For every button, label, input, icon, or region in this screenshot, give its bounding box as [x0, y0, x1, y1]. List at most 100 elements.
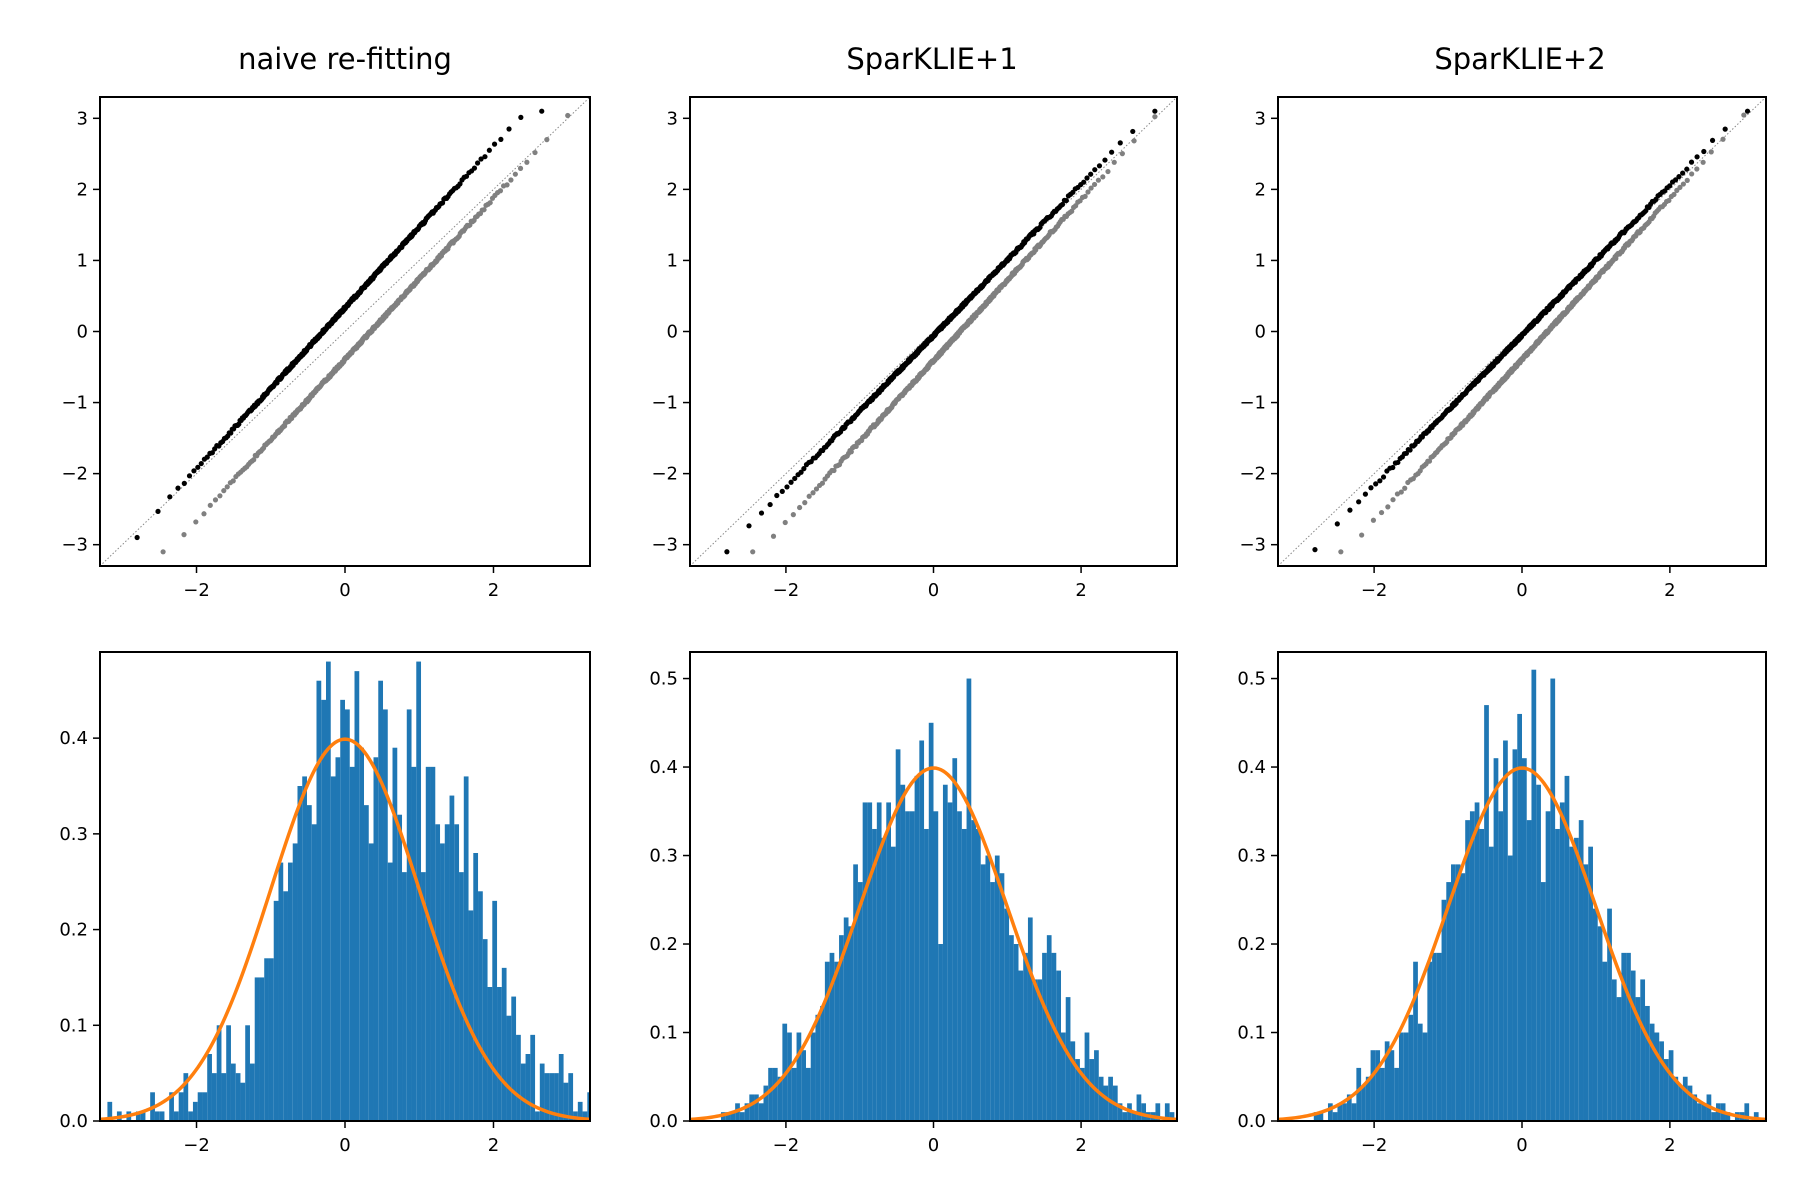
qq-point — [167, 494, 173, 500]
qq-point — [207, 502, 213, 508]
x-tick-label: 0 — [1516, 1135, 1527, 1156]
histogram-bar — [1635, 997, 1641, 1121]
histogram-bar — [368, 843, 374, 1121]
histogram-bar — [202, 1092, 208, 1121]
histogram-bar — [606, 1102, 611, 1121]
histogram-bar — [895, 749, 901, 1121]
qq-point — [788, 479, 794, 485]
qq-point — [1385, 504, 1391, 510]
histogram-bar — [1682, 1076, 1688, 1121]
histogram-bar — [843, 917, 849, 1121]
histogram-bar — [1179, 1112, 1184, 1121]
qq-point — [1362, 491, 1369, 497]
qq-point — [471, 165, 478, 171]
qq-point — [1666, 197, 1672, 204]
qq-point — [774, 492, 780, 499]
qq-point — [508, 177, 514, 183]
histogram-bar — [183, 1073, 189, 1121]
histogram-bar — [1061, 1032, 1066, 1121]
panel-title-spark2: SparKLIE+2 — [1434, 42, 1605, 76]
histogram-bar — [1079, 1067, 1085, 1121]
histogram-bar — [283, 891, 288, 1121]
histogram-bar — [905, 811, 910, 1121]
qq-point — [1082, 193, 1088, 200]
y-tick-label: 1 — [667, 250, 678, 271]
plot-area — [1278, 669, 1766, 1121]
histogram-bar — [211, 1073, 217, 1121]
qq-point — [475, 160, 481, 166]
histogram-bar — [1037, 979, 1043, 1121]
histogram-bar — [1578, 820, 1584, 1121]
histogram-bar — [1332, 1112, 1338, 1121]
histogram-bar — [1075, 1059, 1080, 1121]
histogram-bar — [487, 987, 493, 1121]
qq-point — [195, 464, 201, 470]
qq-point — [478, 156, 484, 162]
x-tick-label: −2 — [773, 1135, 800, 1156]
x-tick-label: −2 — [183, 580, 210, 601]
histogram-bar — [383, 709, 388, 1121]
histogram-bar — [435, 824, 441, 1121]
histogram-bar — [1460, 873, 1466, 1121]
qq-point — [224, 484, 230, 490]
qq-point — [1373, 481, 1379, 487]
qq-point — [1709, 137, 1716, 144]
qq-point — [181, 480, 187, 486]
histogram-bar — [1009, 935, 1014, 1121]
histogram-bar — [966, 678, 972, 1121]
histogram-bar — [1013, 944, 1019, 1121]
histogram-bar — [1361, 1085, 1366, 1121]
histogram-bar — [810, 1032, 816, 1121]
histogram-bar — [1422, 1032, 1428, 1121]
histogram-bar — [516, 1034, 521, 1121]
y-tick-label: 0 — [1255, 322, 1266, 343]
y-tick-label: −3 — [61, 535, 88, 556]
qq-point — [1338, 549, 1344, 555]
histogram-bar — [971, 820, 977, 1121]
histogram-bar — [862, 802, 868, 1121]
qq-point — [1105, 168, 1111, 175]
histogram-bar — [1517, 713, 1522, 1121]
qq-point — [198, 460, 204, 467]
normal-pdf-curve — [100, 737, 590, 1121]
histogram-bar — [848, 926, 854, 1121]
histogram-bar — [259, 977, 265, 1121]
qq-point — [813, 486, 820, 492]
histogram-bar — [1522, 758, 1527, 1121]
histogram-bar — [1607, 908, 1612, 1121]
qq-point — [1370, 517, 1377, 523]
histogram-bar — [1398, 1032, 1404, 1121]
histogram-bar — [1498, 811, 1504, 1121]
qq-point — [1063, 197, 1069, 204]
x-tick-label: 0 — [339, 580, 350, 601]
histogram-bar — [230, 1063, 236, 1121]
qq-plot-1: −2 0 2 −3 −2 −1 0 1 2 3 — [61, 96, 591, 601]
x-tick-label: −2 — [1361, 1135, 1388, 1156]
y-tick-label: 0.5 — [649, 669, 678, 690]
histogram-bar — [777, 1076, 783, 1121]
histogram-bar — [1184, 1094, 1189, 1121]
qq-point — [1398, 489, 1404, 495]
qq-point — [1407, 447, 1413, 453]
qq-point — [724, 549, 730, 555]
histogram-bar — [1697, 1103, 1702, 1121]
qq-point — [1390, 464, 1396, 471]
histogram-bar — [411, 766, 417, 1121]
y-tick-label: −3 — [1239, 535, 1266, 556]
qq-point — [758, 510, 765, 516]
qq-point — [1744, 108, 1751, 114]
qq-point — [1356, 499, 1362, 505]
histogram-bar — [430, 766, 436, 1121]
histogram-bar — [938, 944, 943, 1121]
qq-point — [491, 141, 498, 147]
qq-plot-2: −2 0 2 −3 −2 −1 0 1 2 3 — [651, 96, 1178, 601]
histogram-bar — [421, 872, 426, 1121]
histogram-bar — [316, 680, 322, 1121]
histogram-bar — [1540, 882, 1546, 1121]
qq-point — [806, 493, 812, 499]
histogram-bar — [1342, 1103, 1347, 1121]
qq-point — [1092, 167, 1098, 173]
qq-point — [539, 108, 545, 114]
histogram-bar — [1169, 1112, 1175, 1121]
qq-point — [512, 171, 518, 177]
